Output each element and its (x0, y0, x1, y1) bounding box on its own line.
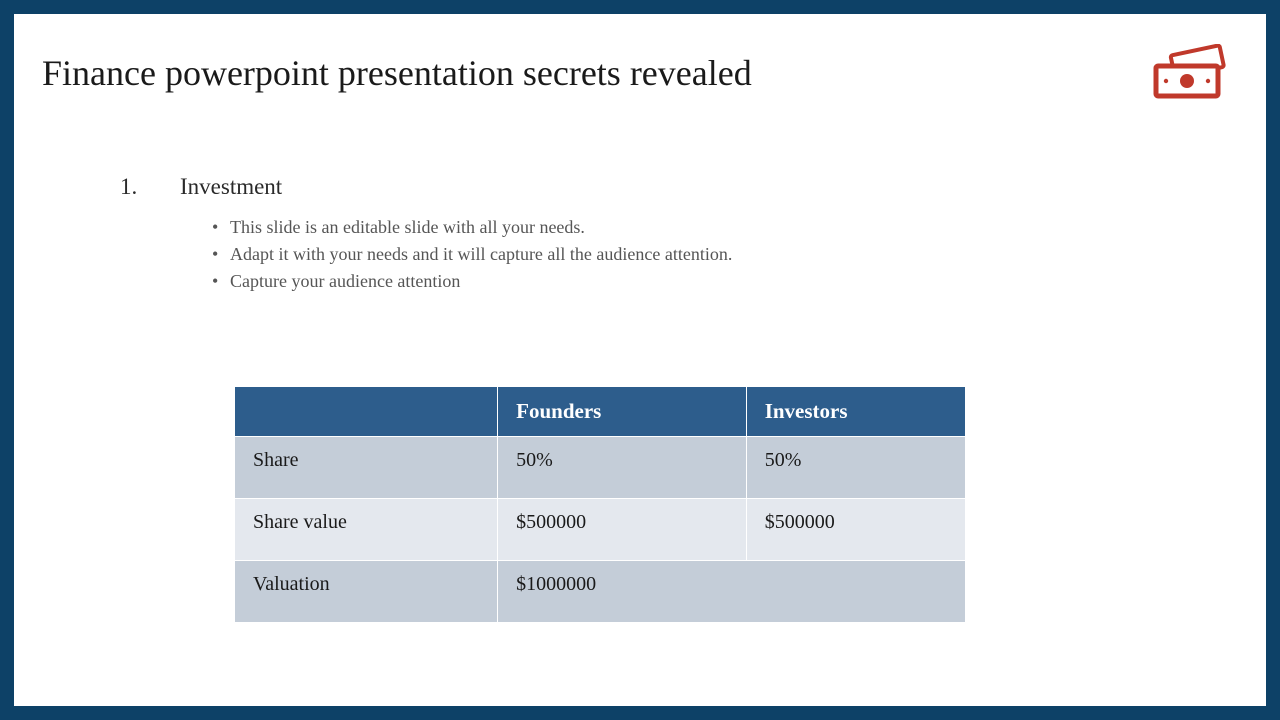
table-header-cell: Founders (498, 387, 747, 437)
bullet-item: This slide is an editable slide with all… (212, 214, 760, 241)
table-row: Share value $500000 $500000 (235, 499, 966, 561)
table-cell: Valuation (235, 561, 498, 623)
slide-frame: Finance powerpoint presentation secrets … (0, 0, 1280, 720)
bullet-item: Capture your audience attention (212, 268, 760, 295)
finance-table: Founders Investors Share 50% 50% Share v… (234, 386, 966, 623)
money-icon (1148, 44, 1228, 100)
bullet-list: This slide is an editable slide with all… (212, 214, 760, 295)
table-header-cell (235, 387, 498, 437)
content-block: Investment This slide is an editable sli… (120, 174, 760, 295)
table-header-cell: Investors (746, 387, 965, 437)
table-cell: $500000 (746, 499, 965, 561)
table-cell: Share value (235, 499, 498, 561)
slide-title: Finance powerpoint presentation secrets … (42, 52, 752, 94)
table-row: Share 50% 50% (235, 437, 966, 499)
section-heading: Investment (180, 174, 760, 200)
table-cell: 50% (498, 437, 747, 499)
table-cell: 50% (746, 437, 965, 499)
table-header-row: Founders Investors (235, 387, 966, 437)
table-cell: Share (235, 437, 498, 499)
bullet-item: Adapt it with your needs and it will cap… (212, 241, 760, 268)
table-cell: $1000000 (498, 561, 966, 623)
table-row: Valuation $1000000 (235, 561, 966, 623)
table-cell: $500000 (498, 499, 747, 561)
